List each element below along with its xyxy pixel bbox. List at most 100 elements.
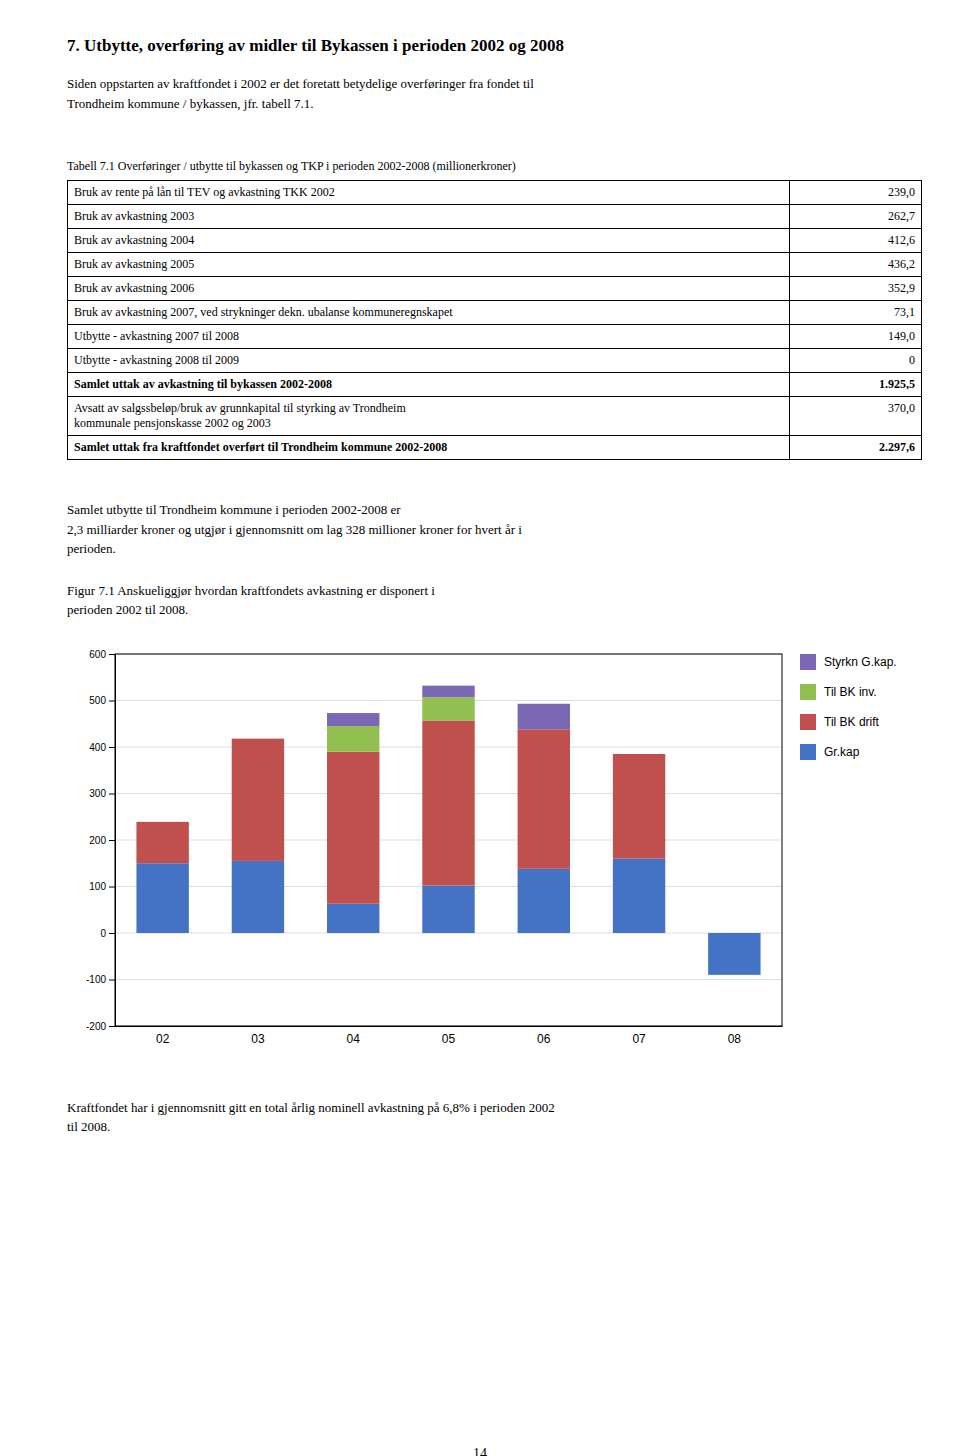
tick-label: -200: [86, 1020, 106, 1031]
tick-label: 300: [89, 788, 106, 799]
tick: 500: [89, 695, 115, 706]
tick-label: 07: [632, 1031, 646, 1045]
bar: [327, 903, 379, 932]
legend: Styrkn G.kap. Til BK inv. Til BK drift Gr.k…: [800, 654, 897, 760]
tick: 04: [347, 1026, 361, 1046]
table-value: 149,0: [789, 325, 921, 349]
bar: [518, 932, 570, 933]
tick-label: 100: [89, 881, 106, 892]
table-row: Bruk av avkastning 2003262,7: [68, 205, 922, 229]
tick-label: 0: [100, 927, 106, 938]
table-label: Bruk av avkastning 2003: [68, 205, 790, 229]
tick: 05: [442, 1026, 456, 1046]
tick-mark: [109, 654, 115, 655]
table-row: Utbytte - avkastning 2007 til 2008149,0: [68, 325, 922, 349]
tick-label: 08: [728, 1031, 742, 1045]
table-row: Bruk av rente på lån til TEV og avkastni…: [68, 181, 922, 205]
legend-swatch: [800, 714, 816, 730]
grid: [115, 654, 782, 1026]
tick: 0: [100, 927, 115, 938]
tick-label: 06: [537, 1031, 551, 1045]
tick-mark: [109, 700, 115, 701]
bar: [136, 821, 188, 862]
axis-line: [109, 654, 116, 1026]
bar: [422, 720, 474, 885]
table-value: 436,2: [789, 253, 921, 277]
table-row: Bruk av avkastning 2006352,9: [68, 277, 922, 301]
bar: [327, 713, 379, 726]
table-label: Samlet uttak fra kraftfondet overført ti…: [68, 436, 790, 460]
table-row: Samlet uttak av avkastning til bykassen …: [68, 373, 922, 397]
table-row: Bruk av avkastning 2004412,6: [68, 229, 922, 253]
table-value: 1.925,5: [789, 373, 921, 397]
bar: [708, 932, 760, 933]
table-value: 412,6: [789, 229, 921, 253]
tick-label: 03: [251, 1031, 265, 1045]
tick-label: 04: [347, 1031, 361, 1045]
x-axis: 02 03 04 05 06 07 08: [116, 1026, 783, 1046]
bar: [613, 932, 665, 933]
grid-line: [115, 979, 782, 980]
plot: -200-10001002003004005006000203040506070…: [86, 648, 897, 1045]
bar: [518, 703, 570, 729]
legend-label: Gr.kap: [824, 745, 860, 759]
table-title: Tabell 7.1 Overføringer / utbytte til by…: [67, 159, 922, 174]
bar: [327, 751, 379, 903]
tick-label: 500: [89, 695, 106, 706]
series: [136, 720, 665, 903]
bar: [422, 685, 474, 697]
table-row: Samlet uttak fra kraftfondet overført ti…: [68, 436, 922, 460]
tick-mark: [109, 747, 115, 748]
tick: 02: [156, 1026, 170, 1046]
series: [327, 697, 475, 751]
tick: 200: [89, 834, 115, 845]
y-axis: -200 -100 0 100 200 300 400 500 600: [86, 648, 116, 1031]
bar: [232, 932, 284, 933]
tick-label: -100: [86, 974, 106, 985]
table-value: 73,1: [789, 301, 921, 325]
bar: [232, 932, 284, 933]
bar: [613, 858, 665, 932]
table-label: Bruk av avkastning 2007, ved strykninger…: [68, 301, 790, 325]
tick-mark: [109, 793, 115, 794]
tick: 100: [89, 881, 115, 892]
bar: [422, 885, 474, 932]
legend-label: Til BK inv.: [824, 685, 877, 699]
tick: 03: [251, 1026, 265, 1046]
bar: [613, 753, 665, 858]
bar: [518, 729, 570, 869]
legend-swatch: [800, 684, 816, 700]
table-value: 370,0: [789, 397, 921, 436]
tick-mark: [109, 979, 115, 980]
axis-line: [116, 1026, 783, 1027]
legend-label: Til BK drift: [824, 715, 880, 729]
tick: 06: [537, 1026, 551, 1046]
page-title: 7. Utbytte, overføring av midler til Byk…: [67, 36, 922, 56]
table-row: Utbytte - avkastning 2008 til 20090: [68, 349, 922, 373]
tick-label: 05: [442, 1031, 456, 1045]
table-value: 262,7: [789, 205, 921, 229]
bar: [422, 697, 474, 720]
table-row: Bruk av avkastning 2007, ved strykninger…: [68, 301, 922, 325]
tick-mark: [109, 886, 115, 887]
tick-mark: [109, 1026, 115, 1027]
tick-mark: [109, 840, 115, 841]
bar: [232, 738, 284, 860]
tick: 08: [728, 1026, 742, 1046]
page-number: 14: [0, 1446, 960, 1456]
tick: -200: [86, 1020, 115, 1031]
table-value: 239,0: [789, 181, 921, 205]
legend-label: Styrkn G.kap.: [824, 655, 897, 669]
bar: [327, 726, 379, 752]
legend-item: Til BK inv.: [800, 684, 877, 700]
tick-label: 400: [89, 741, 106, 752]
table-row: Bruk av avkastning 2005436,2: [68, 253, 922, 277]
bar: [136, 932, 188, 933]
bar: [708, 933, 760, 975]
table-label: Bruk av rente på lån til TEV og avkastni…: [68, 181, 790, 205]
table-label: Utbytte - avkastning 2008 til 2009: [68, 349, 790, 373]
tick: -100: [86, 974, 115, 985]
legend-swatch: [800, 744, 816, 760]
tick: 600: [89, 648, 115, 659]
bar: [518, 868, 570, 932]
